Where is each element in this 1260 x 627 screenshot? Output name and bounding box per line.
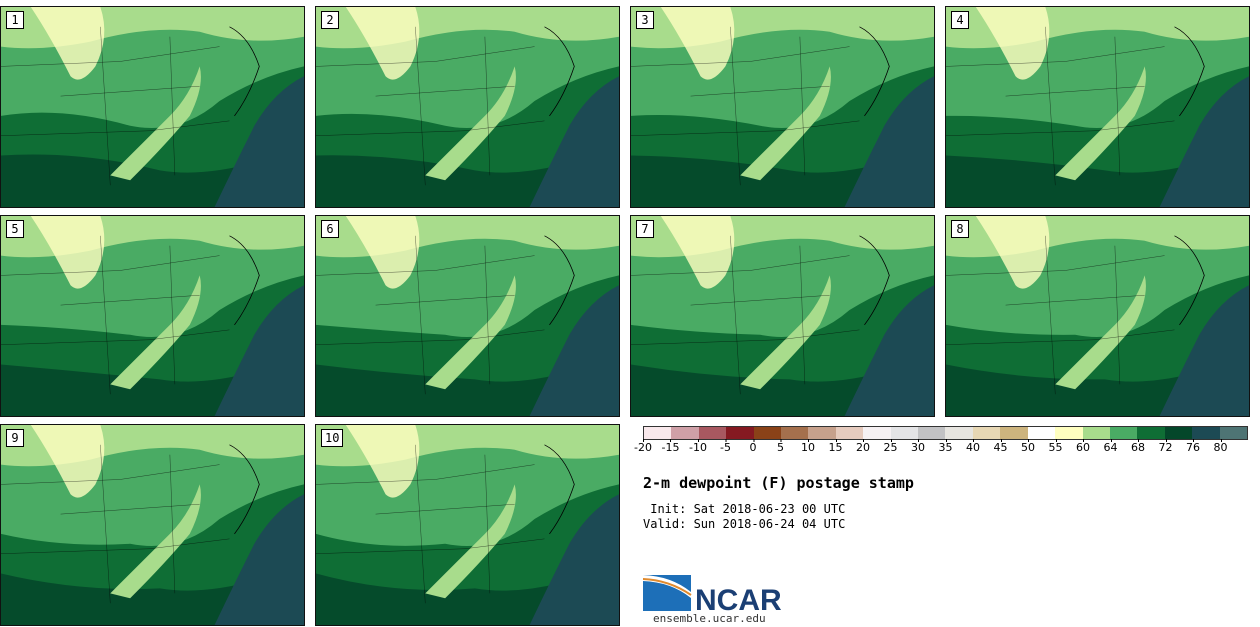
colorbar-tick-label: 80 — [1213, 439, 1228, 454]
colorbar-tick-label: -15 — [661, 439, 680, 454]
colorbar-tick-label: 50 — [1021, 439, 1035, 454]
colorbar — [643, 426, 1248, 440]
map-panel-7: 7 — [630, 215, 935, 417]
init-time: Init: Sat 2018-06-23 00 UTC — [643, 502, 846, 516]
colorbar-swatch — [644, 427, 672, 439]
colorbar-swatch — [1027, 427, 1056, 439]
panel-number: 7 — [636, 220, 654, 238]
ncar-logo: NCAR — [643, 575, 782, 615]
colorbar-swatch — [1164, 427, 1193, 439]
panel-number: 10 — [321, 429, 344, 447]
colorbar-swatch — [972, 427, 1001, 439]
colorbar-swatch — [1082, 427, 1110, 439]
logo-text: NCAR — [695, 584, 782, 615]
map-panel-8: 8 — [945, 215, 1250, 417]
colorbar-tick-label: 0 — [749, 439, 757, 454]
panel-number: 9 — [6, 429, 24, 447]
colorbar-tick-label: 25 — [883, 439, 898, 454]
map-panel-2: 2 — [315, 6, 620, 208]
colorbar-swatch — [1109, 427, 1138, 439]
colorbar-tick-label: 15 — [828, 439, 843, 454]
panel-number: 1 — [6, 11, 24, 29]
colorbar-swatch — [918, 427, 946, 439]
colorbar-tick-label: 10 — [801, 439, 815, 454]
colorbar-tick-label: 20 — [856, 439, 870, 454]
map-panel-image — [316, 425, 619, 625]
map-panel-image — [946, 216, 1249, 416]
colorbar-tick-label: 30 — [911, 439, 925, 454]
colorbar-swatch — [1000, 427, 1028, 439]
colorbar-tick-label: 60 — [1076, 439, 1090, 454]
colorbar-swatch — [753, 427, 782, 439]
map-panel-image — [631, 7, 934, 207]
panel-number: 4 — [951, 11, 969, 29]
colorbar-swatch — [1137, 427, 1165, 439]
colorbar-swatch — [890, 427, 919, 439]
colorbar-swatch — [835, 427, 864, 439]
colorbar-tick-label: 55 — [1048, 439, 1063, 454]
colorbar-swatch — [698, 427, 727, 439]
panel-number: 8 — [951, 220, 969, 238]
website-url: ensemble.ucar.edu — [653, 612, 766, 625]
colorbar-tick-label: 68 — [1131, 439, 1145, 454]
colorbar-tick-label: 5 — [777, 439, 784, 454]
map-panel-3: 3 — [630, 6, 935, 208]
colorbar-tick-label: -5 — [720, 439, 731, 454]
colorbar-tick-label: 64 — [1103, 439, 1118, 454]
colorbar-tick-label: 40 — [966, 439, 980, 454]
map-panel-10: 10 — [315, 424, 620, 626]
map-panel-1: 1 — [0, 6, 305, 208]
colorbar-swatch — [1055, 427, 1083, 439]
map-panel-image — [316, 7, 619, 207]
map-panel-image — [316, 216, 619, 416]
map-panel-image — [1, 7, 304, 207]
colorbar-tick-label: -20 — [634, 439, 652, 454]
colorbar-swatch — [945, 427, 973, 439]
colorbar-tick-label: 45 — [993, 439, 1008, 454]
colorbar-swatch — [1219, 427, 1247, 439]
map-panel-4: 4 — [945, 6, 1250, 208]
valid-time: Valid: Sun 2018-06-24 04 UTC — [643, 517, 846, 531]
colorbar-tick-label: 76 — [1186, 439, 1200, 454]
colorbar-swatch — [1192, 427, 1220, 439]
colorbar-swatch — [863, 427, 891, 439]
panel-number: 5 — [6, 220, 24, 238]
chart-title: 2-m dewpoint (F) postage stamp — [643, 474, 914, 492]
map-panel-9: 9 — [0, 424, 305, 626]
colorbar-tick-label: 35 — [938, 439, 953, 454]
map-panel-5: 5 — [0, 215, 305, 417]
panel-number: 3 — [636, 11, 654, 29]
colorbar-swatch — [671, 427, 699, 439]
colorbar-swatch — [781, 427, 809, 439]
map-panel-image — [946, 7, 1249, 207]
map-panel-image — [1, 425, 304, 625]
panel-number: 6 — [321, 220, 339, 238]
colorbar-tick-label: 72 — [1158, 439, 1173, 454]
colorbar-swatch — [808, 427, 836, 439]
map-panel-image — [631, 216, 934, 416]
map-panel-6: 6 — [315, 215, 620, 417]
colorbar-ticks: -20 -15 -10 -5 0 5 10 15 20 25 30 35 40 45 50 55 60 64 68 7… — [634, 439, 1248, 461]
panel-number: 2 — [321, 11, 339, 29]
colorbar-tick-label: -10 — [689, 439, 707, 454]
map-panel-image — [1, 216, 304, 416]
colorbar-swatch — [726, 427, 754, 439]
